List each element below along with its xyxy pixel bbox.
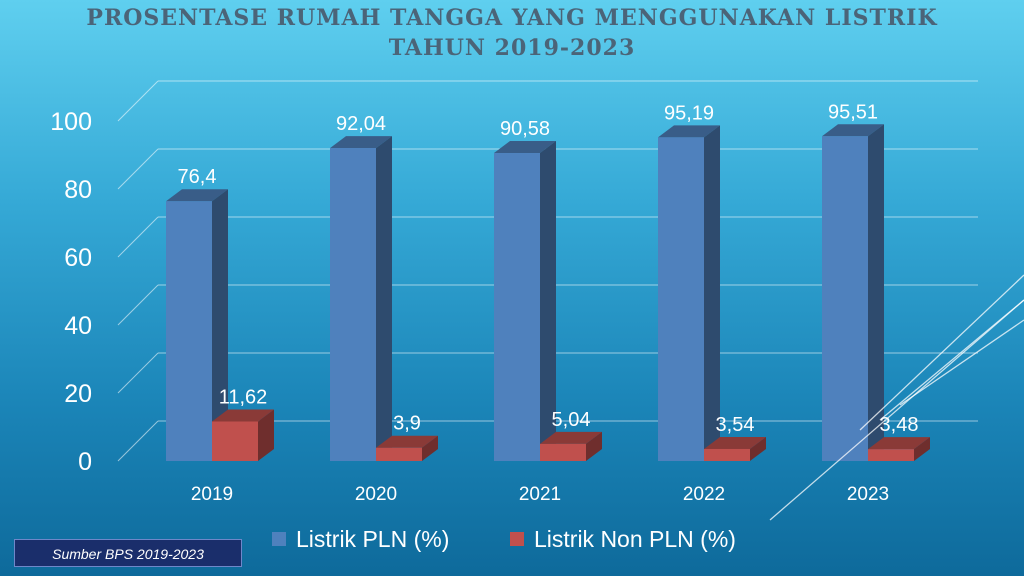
data-label-non-pln: 11,62 [219, 386, 268, 408]
bar-top-non-pln [868, 437, 930, 450]
legend-swatch-pln [272, 532, 286, 546]
x-tick-label: 2019 [191, 484, 233, 505]
gridline-side [117, 420, 159, 462]
bar-non-pln [376, 447, 422, 461]
chart-title-line-1: PROSENTASE RUMAH TANGGA YANG MENGGUNAKAN… [86, 5, 938, 31]
gridline-side [117, 80, 159, 122]
data-label-pln: 90,58 [500, 118, 550, 140]
x-tick-label: 2021 [519, 484, 561, 505]
x-tick-label: 2023 [847, 484, 889, 505]
data-label-non-pln: 3,9 [393, 413, 421, 435]
bar-side-non-pln [750, 436, 766, 461]
bar-side-pln [540, 141, 556, 461]
decorative-line [859, 274, 1024, 431]
bar-side-pln [704, 125, 720, 461]
legend-item-pln: Listrik PLN (%) [272, 521, 449, 557]
bar-top-pln [822, 124, 884, 137]
decorative-line [769, 299, 1024, 521]
legend-item-non-pln: Listrik Non PLN (%) [510, 521, 736, 557]
gridline-side [117, 284, 159, 326]
bar-top-pln [494, 141, 556, 154]
y-tick-label: 0 [78, 448, 92, 476]
bar-top-non-pln [704, 436, 766, 449]
legend-swatch-non-pln [510, 532, 524, 546]
data-label-pln: 95,19 [664, 102, 714, 124]
bar-non-pln [704, 448, 750, 461]
legend-label-pln: Listrik PLN (%) [296, 525, 450, 552]
bar-side-non-pln [586, 431, 602, 461]
y-tick-label: 20 [64, 380, 92, 408]
data-label-non-pln: 5,04 [552, 409, 591, 431]
x-tick-label: 2022 [683, 484, 725, 505]
data-label-non-pln: 3,54 [716, 414, 755, 436]
gridline-side [117, 216, 159, 258]
gridline-side [117, 352, 159, 394]
bar-top-pln [166, 189, 228, 202]
data-label-pln: 76,4 [178, 166, 217, 188]
bar-top-non-pln [376, 435, 438, 448]
bar-top-non-pln [540, 431, 602, 444]
y-tick-label: 80 [64, 176, 92, 204]
gridline-side [117, 148, 159, 190]
legend-label-non-pln: Listrik Non PLN (%) [534, 525, 736, 552]
decorative-line [879, 299, 1024, 421]
chart-title-line-2: TAHUN 2019-2023 [388, 35, 636, 61]
bar-pln [494, 153, 540, 461]
y-tick-label: 100 [50, 108, 92, 136]
data-label-non-pln: 3,48 [880, 414, 919, 436]
bar-pln [822, 136, 868, 462]
bar-non-pln [540, 443, 586, 461]
bar-side-pln [868, 124, 884, 462]
bar-pln [330, 148, 376, 461]
bar-top-non-pln [212, 409, 274, 422]
bar-top-pln [658, 125, 720, 138]
data-label-pln: 92,04 [336, 113, 386, 135]
bar-side-non-pln [422, 435, 438, 461]
bar-pln [166, 201, 212, 462]
bar-pln [658, 137, 704, 461]
bar-side-pln [376, 136, 392, 461]
y-tick-label: 60 [64, 244, 92, 272]
bar-side-non-pln [258, 409, 274, 461]
bar-side-non-pln [914, 437, 930, 461]
bar-top-pln [330, 136, 392, 149]
bar-non-pln [212, 421, 258, 461]
data-label-pln: 95,51 [828, 101, 878, 123]
source-note: Sumber BPS 2019-2023 [14, 539, 242, 567]
bar-non-pln [868, 449, 914, 461]
y-tick-label: 40 [64, 312, 92, 340]
decorative-line [899, 319, 1024, 406]
x-tick-label: 2020 [355, 484, 397, 505]
bar-side-pln [212, 189, 228, 462]
